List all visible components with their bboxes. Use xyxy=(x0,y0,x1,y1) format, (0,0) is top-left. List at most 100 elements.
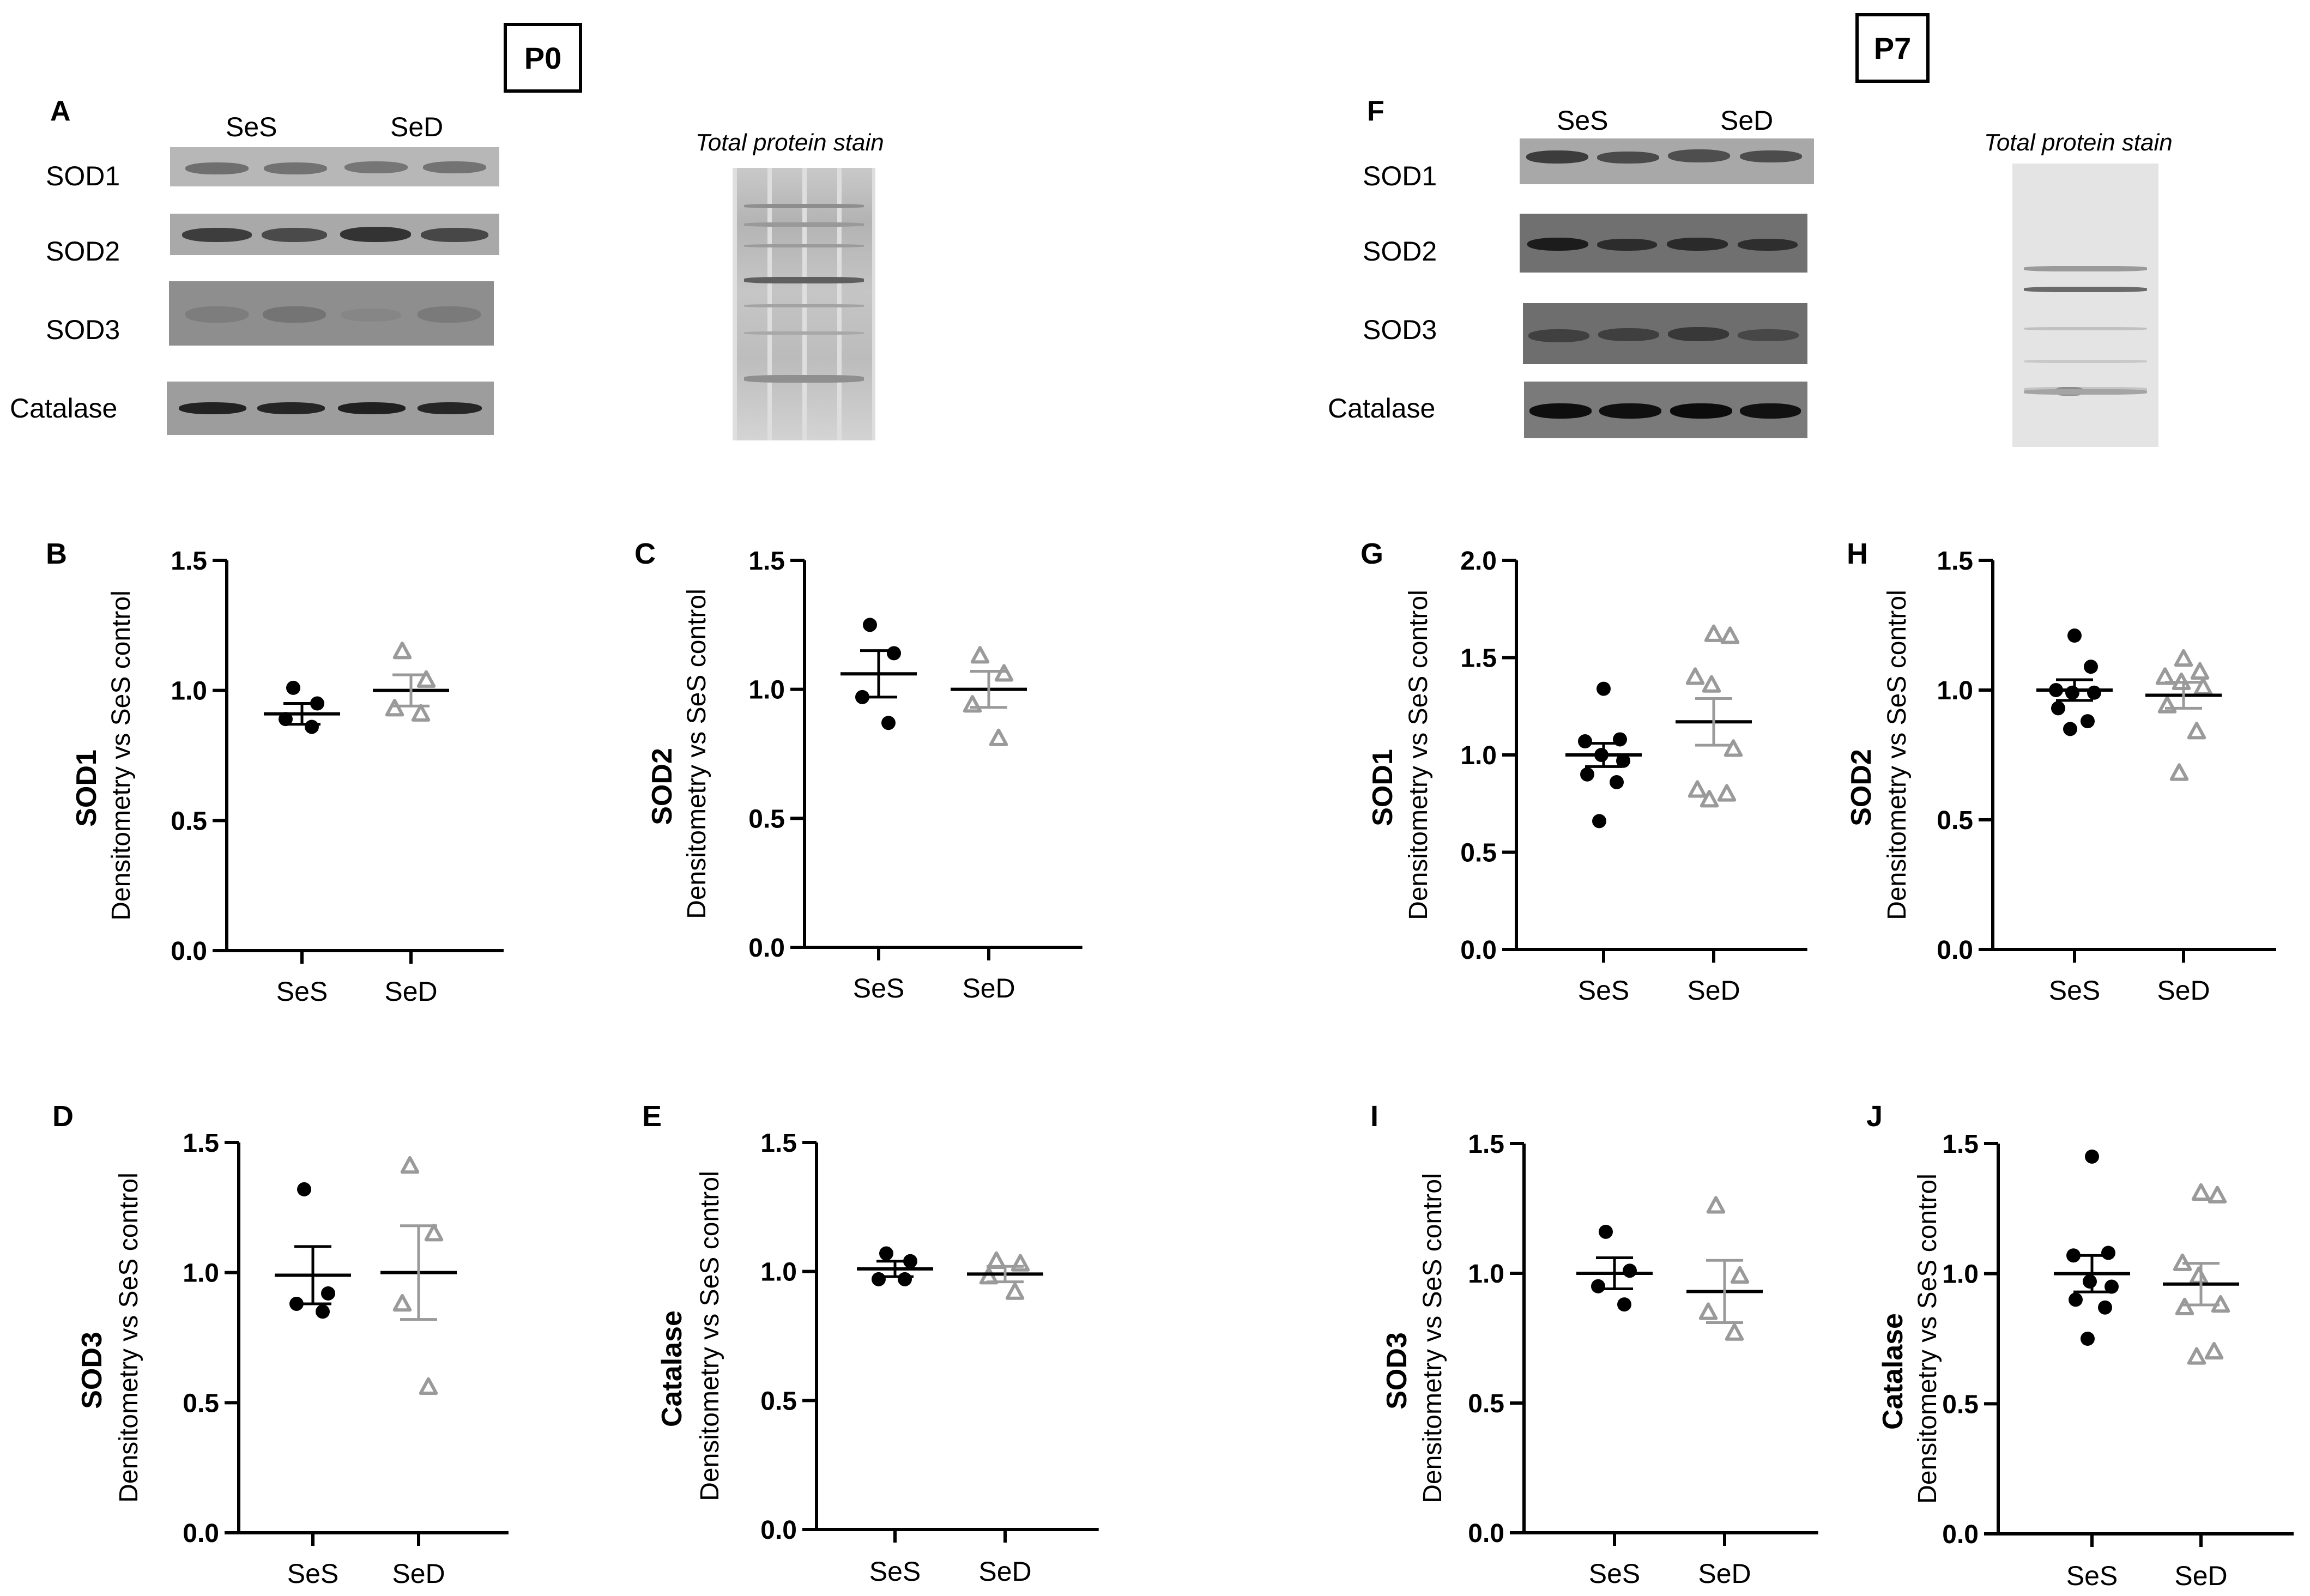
y-axis-protein-title: Catalase xyxy=(656,1310,688,1427)
y-axis-protein-title: SOD2 xyxy=(1846,749,1877,826)
data-point xyxy=(279,712,293,727)
y-tick-label: 1.0 xyxy=(1468,1260,1504,1289)
blot-a-sod1-strip xyxy=(170,147,499,186)
y-tick-label: 1.0 xyxy=(760,1258,797,1287)
band xyxy=(179,402,246,414)
y-tick-label: 0.0 xyxy=(1468,1519,1504,1548)
band xyxy=(1527,238,1588,251)
panel-letter: H xyxy=(1847,537,1868,570)
y-tick-label: 0.5 xyxy=(1468,1389,1504,1418)
y-axis-protein-title: SOD1 xyxy=(1367,749,1399,826)
data-point xyxy=(2067,628,2082,643)
y-tick-label: 1.5 xyxy=(171,547,207,576)
chart-d: D 0.0 0.5 1.0 1.5 SeS SeD SOD3 Densitometry vs S… xyxy=(52,1100,509,1589)
y-tick-label: 1.5 xyxy=(1468,1130,1504,1159)
y-tick-label: 1.5 xyxy=(748,547,785,576)
y-axis-title: Densitometry vs SeS control xyxy=(107,590,136,921)
y-tick-label: 1.0 xyxy=(748,676,785,705)
data-point xyxy=(392,1293,412,1312)
data-point xyxy=(2063,722,2077,736)
data-point xyxy=(872,1272,886,1286)
data-point xyxy=(2084,660,2098,674)
y-tick-label: 1.5 xyxy=(760,1129,797,1158)
y-tick-label: 0.0 xyxy=(171,937,207,966)
blot-f-group-sed: SeD xyxy=(1720,105,1774,136)
blot-a-label-catalase: Catalase xyxy=(10,393,118,424)
blot-a-sod2-strip xyxy=(170,214,499,255)
data-point xyxy=(1700,790,1719,808)
band xyxy=(340,227,411,242)
data-point xyxy=(1011,1254,1030,1272)
chart-c: C 0.0 0.5 1.0 1.5 SeS SeD SOD2 Densitometry vs S… xyxy=(634,537,1083,1003)
blot-f-sod3-strip xyxy=(1523,303,1807,364)
band xyxy=(185,162,249,174)
band xyxy=(344,161,408,173)
data-point xyxy=(994,664,1014,682)
x-tick-label: SeS xyxy=(869,1556,921,1587)
blot-f-sod1-strip xyxy=(1520,138,1814,184)
band xyxy=(338,402,406,414)
data-point xyxy=(2187,722,2206,740)
data-point xyxy=(424,1224,444,1242)
panel-letter: C xyxy=(634,537,656,570)
y-tick-label: 0.5 xyxy=(748,805,785,833)
blot-f-label-catalase: Catalase xyxy=(1328,393,1436,424)
data-point xyxy=(1005,1282,1025,1300)
y-tick-label: 1.5 xyxy=(183,1129,219,1158)
panel-letter: J xyxy=(1866,1100,1883,1133)
blot-a-group-ses: SeS xyxy=(226,112,277,142)
y-tick-label: 1.0 xyxy=(171,677,207,706)
data-point xyxy=(2085,1149,2099,1164)
data-point xyxy=(411,704,431,722)
panel-letter: G xyxy=(1360,537,1383,570)
chart-e: E 0.0 0.5 1.0 1.5 SeS SeD Catalase Densitometry … xyxy=(642,1100,1099,1587)
data-point xyxy=(2174,649,2193,667)
data-point xyxy=(2081,1332,2095,1346)
blot-a-group-sed: SeD xyxy=(390,112,444,142)
timepoint-p0-label: P0 xyxy=(524,40,562,75)
band xyxy=(418,306,481,323)
y-tick-label: 0.0 xyxy=(748,934,785,963)
band xyxy=(418,402,482,414)
data-point xyxy=(1578,734,1592,749)
data-point xyxy=(2157,696,2177,714)
panel-letter: I xyxy=(1370,1100,1378,1133)
y-tick-label: 0.0 xyxy=(1460,936,1497,965)
data-point xyxy=(2175,1297,2194,1315)
data-point xyxy=(2187,1347,2206,1365)
y-tick-label: 1.5 xyxy=(1460,644,1497,673)
chart-g: G 0.0 0.5 1.0 1.5 2.0 SeS SeD SOD1 Densitometry v… xyxy=(1360,537,1807,1006)
panel-letter: D xyxy=(52,1100,74,1133)
band xyxy=(1526,150,1588,164)
y-axis-title: Densitometry vs SeS control xyxy=(1913,1174,1942,1504)
band xyxy=(1667,238,1728,251)
band xyxy=(1597,239,1657,251)
data-point xyxy=(1591,1279,1605,1293)
data-point xyxy=(1725,1323,1744,1341)
x-tick-label: SeS xyxy=(276,976,328,1007)
data-point xyxy=(881,716,896,730)
x-tick-label: SeS xyxy=(2049,975,2101,1006)
data-point xyxy=(1592,814,1606,829)
y-axis-protein-title: SOD1 xyxy=(71,749,102,827)
data-point xyxy=(2189,1266,2209,1284)
data-point xyxy=(385,699,404,717)
band xyxy=(1740,150,1802,162)
band xyxy=(1529,403,1592,419)
band xyxy=(182,228,252,242)
data-point xyxy=(2081,714,2095,729)
x-tick-label: SeD xyxy=(392,1558,445,1589)
band xyxy=(421,228,488,242)
band xyxy=(423,161,486,173)
y-axis-title: Densitometry vs SeS control xyxy=(114,1172,143,1503)
blot-f-group-ses: SeS xyxy=(1557,105,1608,136)
x-tick-label: SeD xyxy=(962,973,1015,1003)
band xyxy=(1668,327,1729,341)
data-point xyxy=(1724,739,1743,757)
data-point xyxy=(1706,1196,1726,1214)
data-point xyxy=(887,646,901,661)
data-point xyxy=(1617,1297,1631,1312)
y-axis-protein-title: SOD3 xyxy=(76,1332,108,1409)
data-point xyxy=(1685,667,1705,685)
panel-letter: E xyxy=(642,1100,662,1133)
